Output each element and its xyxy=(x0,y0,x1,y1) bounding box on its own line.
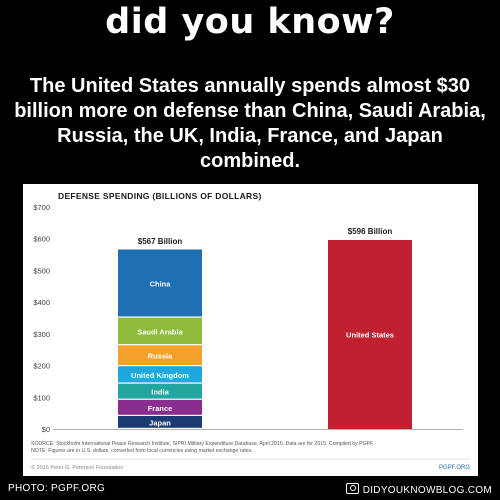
chart-panel: DEFENSE SPENDING (BILLIONS OF DOLLARS) $0… xyxy=(23,184,478,476)
segment-label: United States xyxy=(346,330,394,339)
bar-value-label: $596 Billion xyxy=(348,227,393,236)
y-tick-label: $100 xyxy=(33,393,50,402)
y-tick-label: $200 xyxy=(33,362,50,371)
site-label: DIDYOUKNOWBLOG.COM xyxy=(362,485,492,496)
camera-icon xyxy=(345,483,359,494)
segment-label: France xyxy=(148,404,173,413)
y-tick-label: $0 xyxy=(42,425,50,434)
y-tick-label: $600 xyxy=(33,235,50,244)
stack-segment xyxy=(118,317,202,345)
photo-credit: PHOTO: PGPF.ORG xyxy=(8,483,106,494)
segment-label: India xyxy=(151,388,169,397)
defense-spending-chart: DEFENSE SPENDING (BILLIONS OF DOLLARS) $0… xyxy=(31,191,470,471)
y-tick-label: $400 xyxy=(33,298,50,307)
us-bar xyxy=(328,239,412,429)
source-note: NOTE: Figures are in U.S. dollars, conve… xyxy=(31,448,253,454)
stack-segment xyxy=(118,249,202,317)
footer-bar: PHOTO: PGPF.ORG DIDYOUKNOWBLOG.COM xyxy=(0,477,500,500)
chart-title: DEFENSE SPENDING (BILLIONS OF DOLLARS) xyxy=(58,191,262,201)
segment-label: Russia xyxy=(148,352,173,361)
stack-segment xyxy=(118,366,202,383)
segment-label: Saudi Arabia xyxy=(137,327,183,336)
stack-segment xyxy=(118,415,202,428)
source-site: PGPF.ORG xyxy=(439,465,470,471)
stack-segment xyxy=(118,399,202,415)
site-link[interactable]: DIDYOUKNOWBLOG.COM xyxy=(345,483,492,496)
y-tick-label: $700 xyxy=(33,203,50,212)
page-title: did you know? xyxy=(105,2,395,42)
segment-label: China xyxy=(150,280,172,289)
segment-label: Japan xyxy=(149,418,171,427)
source-note: SOURCE: Stockholm International Peace Re… xyxy=(31,441,374,447)
segment-label: United Kingdom xyxy=(131,371,189,380)
stack-segment xyxy=(118,383,202,399)
headline: The United States annually spends almost… xyxy=(14,75,486,172)
y-tick-label: $300 xyxy=(33,330,50,339)
copyright: © 2016 Peter G. Peterson Foundation xyxy=(31,464,123,471)
y-tick-label: $500 xyxy=(33,266,50,275)
stack-segment xyxy=(118,345,202,366)
bar-value-label: $567 Billion xyxy=(138,237,183,246)
